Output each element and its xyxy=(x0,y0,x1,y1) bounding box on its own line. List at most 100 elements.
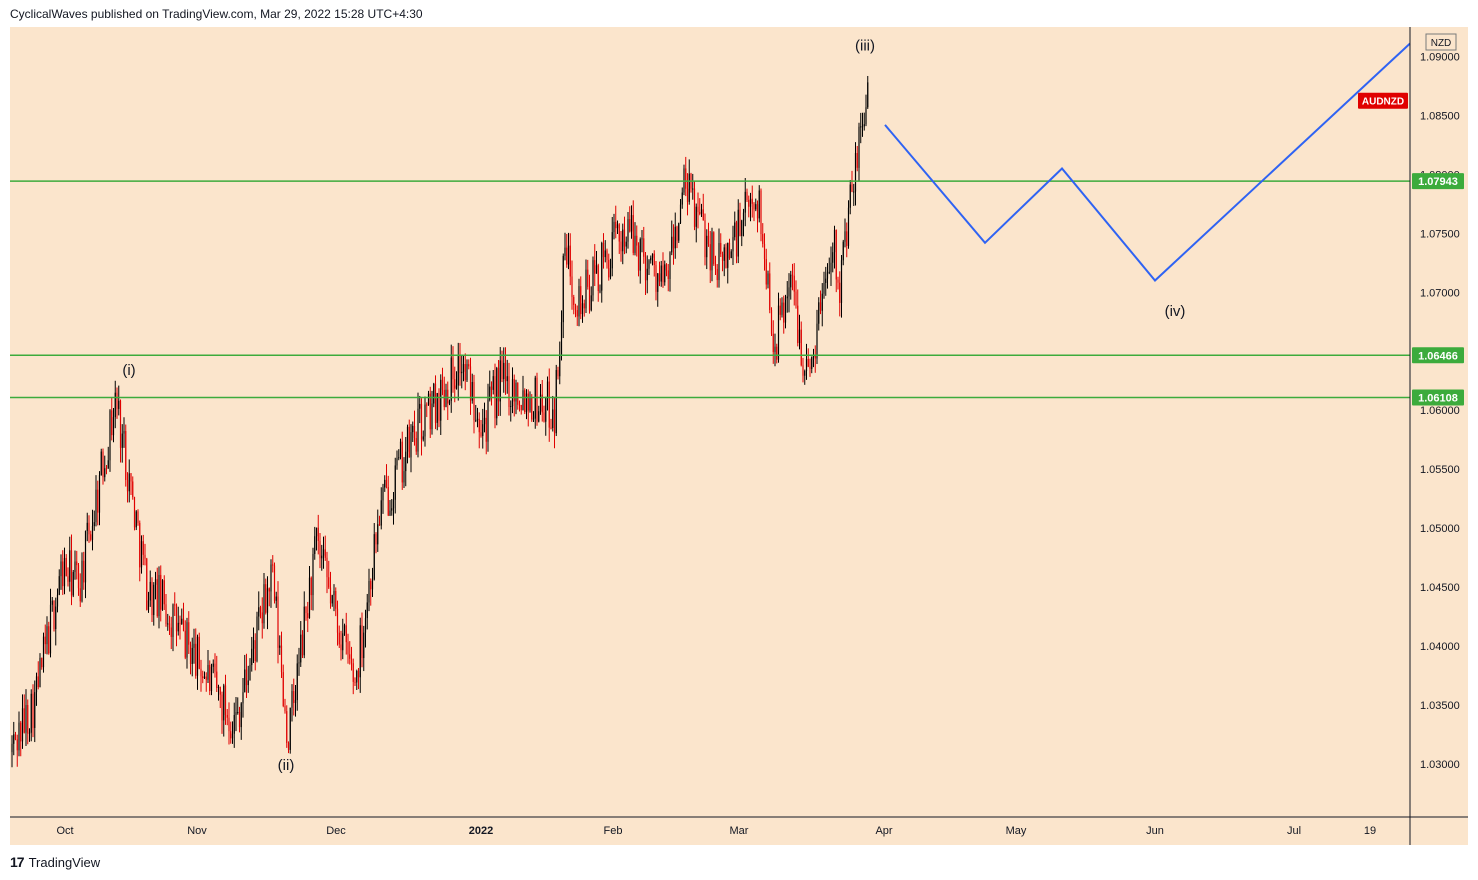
candle-body xyxy=(410,432,412,458)
candle-body xyxy=(576,310,578,317)
candle-body xyxy=(763,243,766,260)
level-badge-label: 1.07943 xyxy=(1418,176,1458,188)
time-axis-background xyxy=(10,817,1468,845)
level-badge-label: 1.06108 xyxy=(1418,392,1458,404)
x-tick-label: Nov xyxy=(187,825,207,837)
candle-body xyxy=(58,576,60,595)
candle-body xyxy=(44,636,46,645)
candle-body xyxy=(102,451,104,478)
candle-body xyxy=(762,234,764,244)
candle-body xyxy=(28,732,31,734)
candle-body xyxy=(863,124,865,127)
candle-body xyxy=(667,270,669,279)
candle-body xyxy=(749,198,752,207)
candle-body xyxy=(816,323,818,359)
candle-body xyxy=(174,604,176,606)
candle-body xyxy=(853,191,855,193)
candle-body xyxy=(634,235,636,253)
candle-body xyxy=(515,382,517,402)
candle-body xyxy=(688,173,690,202)
price-badges: 1.07943 1.06466 1.06108 AUDNZD xyxy=(1358,92,1464,406)
candle-body xyxy=(485,417,487,442)
candle-body xyxy=(55,606,57,630)
candle-body xyxy=(480,432,482,437)
y-tick-label: 1.05500 xyxy=(1420,464,1460,476)
candle-body xyxy=(765,259,767,285)
candle-body xyxy=(156,579,158,617)
candle-body xyxy=(730,251,732,259)
candle-body xyxy=(448,400,451,404)
wave-label: (ii) xyxy=(278,757,295,774)
candle-body xyxy=(865,107,867,125)
candle-body xyxy=(867,82,869,108)
candle-body xyxy=(354,681,356,683)
candle-body xyxy=(51,600,53,605)
candle-body xyxy=(216,671,218,688)
candle-body xyxy=(123,431,125,434)
candle-body xyxy=(300,634,302,663)
candle-body xyxy=(226,714,228,718)
candle-body xyxy=(128,473,130,492)
candle-body xyxy=(685,168,687,189)
candle-body xyxy=(289,707,291,750)
candle-body xyxy=(846,231,848,246)
candle-body xyxy=(151,581,153,616)
candle-body xyxy=(469,366,472,401)
candle-body xyxy=(27,705,29,734)
candle-body xyxy=(356,670,358,683)
candle-body xyxy=(277,596,279,648)
projection-line[interactable] xyxy=(884,42,1411,282)
candle-body xyxy=(259,607,262,613)
candle-body xyxy=(854,153,857,192)
candle-body xyxy=(189,644,192,664)
candle-body xyxy=(268,588,270,592)
candle-body xyxy=(100,451,102,476)
x-tick-label: Apr xyxy=(875,825,892,837)
candle-body xyxy=(655,264,657,292)
candle-body xyxy=(244,669,246,693)
symbol-badge xyxy=(1358,92,1408,109)
candle-body xyxy=(366,602,368,619)
candle-body xyxy=(273,565,276,601)
candle-body xyxy=(627,219,629,242)
y-tick-label: 1.07000 xyxy=(1420,287,1460,299)
footer: 17 TradingView xyxy=(10,854,100,870)
candle-body xyxy=(242,692,244,704)
candle-body xyxy=(329,587,332,604)
candle-body xyxy=(303,606,305,656)
candle-body xyxy=(163,580,165,605)
candle-body xyxy=(774,346,776,353)
candle-body xyxy=(426,404,428,406)
candle-body xyxy=(767,273,769,285)
candle-body xyxy=(86,522,88,531)
candle-body xyxy=(238,711,241,728)
candle-body xyxy=(314,536,316,555)
candle-body xyxy=(830,262,832,272)
candle-body xyxy=(693,188,696,227)
candle-body xyxy=(840,260,843,303)
candle-body xyxy=(39,657,41,688)
candle-body xyxy=(616,224,619,229)
candle-body xyxy=(615,221,617,229)
candle-body xyxy=(550,427,552,429)
y-tick-label: 1.08500 xyxy=(1420,110,1460,122)
candle-body xyxy=(471,381,473,401)
candle-body xyxy=(135,511,137,528)
candle-body xyxy=(727,242,729,268)
candle-body xyxy=(305,606,307,614)
candle-body xyxy=(538,411,540,422)
y-tick-label: 1.07500 xyxy=(1420,228,1460,240)
candle-body xyxy=(501,360,503,380)
x-tick-label: 2022 xyxy=(469,825,493,837)
candle-body xyxy=(23,708,25,733)
candle-body xyxy=(454,379,456,389)
candle-body xyxy=(121,433,123,448)
candle-body xyxy=(497,368,500,402)
candle-body xyxy=(13,734,15,744)
candle-body xyxy=(247,680,249,686)
candle-body xyxy=(97,489,99,513)
candle-body xyxy=(455,385,458,389)
candle-body xyxy=(132,481,134,498)
candle-body xyxy=(513,379,515,402)
